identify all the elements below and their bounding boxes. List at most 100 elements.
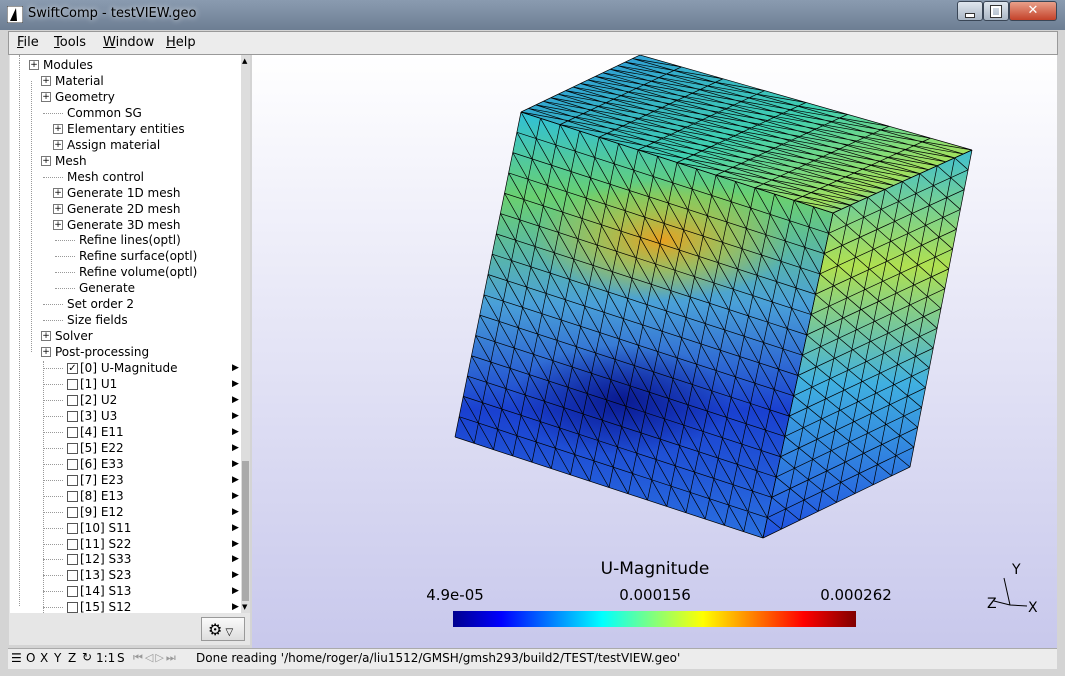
view-menu-arrow[interactable]: ▶ bbox=[232, 426, 239, 437]
view-checkbox[interactable] bbox=[67, 379, 78, 390]
expander[interactable]: + bbox=[41, 347, 51, 358]
view-menu-arrow[interactable]: ▶ bbox=[232, 490, 239, 501]
view-item[interactable]: [10] S11 bbox=[80, 520, 132, 535]
menu-item[interactable]: Window bbox=[103, 35, 155, 50]
view-menu-arrow[interactable]: ▶ bbox=[232, 379, 239, 389]
view-checkbox[interactable] bbox=[67, 458, 78, 470]
animation-controls[interactable]: ⏮◁▷⏭ bbox=[133, 651, 178, 664]
view-checkbox[interactable] bbox=[67, 442, 78, 454]
view-item[interactable]: [6] E33 bbox=[80, 456, 124, 471]
view-item[interactable]: [15] S12 bbox=[80, 600, 132, 613]
tree-item[interactable]: Modules bbox=[43, 58, 93, 72]
expander[interactable]: + bbox=[53, 203, 63, 214]
status-button[interactable]: S bbox=[117, 651, 125, 665]
expander[interactable]: + bbox=[53, 123, 63, 134]
view-item[interactable]: [14] S13 bbox=[80, 584, 132, 599]
view-menu-arrow[interactable]: ▶ bbox=[232, 586, 239, 597]
log-button[interactable]: ☰ bbox=[11, 651, 22, 665]
tree-guide bbox=[55, 240, 75, 242]
view-menu-arrow[interactable]: ▶ bbox=[232, 538, 239, 549]
view-checkbox[interactable] bbox=[67, 490, 78, 502]
expander[interactable]: + bbox=[53, 139, 63, 150]
view-menu-arrow[interactable]: ▶ bbox=[232, 410, 239, 421]
tree-item[interactable]: Generate 1D mesh bbox=[67, 185, 181, 200]
status-button[interactable]: X bbox=[40, 651, 49, 665]
view-menu-arrow[interactable]: ▶ bbox=[232, 522, 239, 533]
view-item[interactable]: [5] E22 bbox=[80, 440, 124, 455]
view-item[interactable]: [8] E13 bbox=[80, 488, 124, 503]
view-menu-arrow[interactable]: ▶ bbox=[232, 474, 239, 485]
status-button[interactable]: O bbox=[26, 651, 36, 665]
view-item[interactable]: [1] U1 bbox=[80, 377, 118, 391]
view-checkbox[interactable] bbox=[67, 506, 78, 518]
expander[interactable]: + bbox=[41, 75, 51, 86]
view-checkbox[interactable] bbox=[67, 410, 78, 422]
view-item[interactable]: [12] S33 bbox=[80, 552, 132, 567]
view-checkbox[interactable]: ✓ bbox=[67, 363, 78, 375]
tree-item[interactable]: Post-processing bbox=[55, 345, 150, 360]
menu-item[interactable]: File bbox=[17, 35, 39, 50]
view-item[interactable]: [9] E12 bbox=[80, 504, 124, 519]
tree-item[interactable]: Assign material bbox=[67, 137, 161, 152]
view-menu-arrow[interactable]: ▶ bbox=[232, 394, 239, 405]
expander[interactable]: + bbox=[41, 331, 51, 342]
tree-item[interactable]: Geometry bbox=[55, 89, 115, 104]
view-checkbox[interactable] bbox=[67, 522, 78, 534]
view-item[interactable]: [13] S23 bbox=[80, 568, 132, 583]
view-checkbox[interactable] bbox=[67, 538, 78, 550]
minimize-button[interactable] bbox=[957, 1, 983, 21]
maximize-button[interactable] bbox=[983, 1, 1009, 21]
view-checkbox[interactable] bbox=[67, 474, 78, 486]
tree-item[interactable]: Generate 2D mesh bbox=[67, 201, 181, 216]
scroll-up[interactable]: ▲ bbox=[242, 57, 248, 65]
view-menu-arrow[interactable]: ▶ bbox=[232, 458, 239, 469]
expander[interactable]: + bbox=[53, 187, 63, 198]
tree-item[interactable]: Refine lines(optl) bbox=[79, 233, 181, 248]
view-checkbox[interactable] bbox=[67, 554, 78, 566]
view-item[interactable]: [3] U3 bbox=[80, 408, 118, 423]
tree-item[interactable]: Refine volume(optl) bbox=[79, 265, 198, 280]
view-checkbox[interactable] bbox=[67, 602, 78, 613]
tree-item[interactable]: Common SG bbox=[67, 105, 142, 120]
view-checkbox[interactable] bbox=[67, 570, 78, 582]
tree-item[interactable]: Material bbox=[55, 73, 104, 88]
tree-item[interactable]: Size fields bbox=[67, 313, 128, 328]
view-item[interactable]: [0] U-Magnitude bbox=[80, 361, 178, 376]
expander[interactable]: + bbox=[41, 155, 51, 166]
view-item[interactable]: [11] S22 bbox=[80, 536, 132, 551]
expander[interactable]: + bbox=[41, 91, 51, 102]
view-checkbox[interactable] bbox=[67, 426, 78, 438]
tree-item[interactable]: Elementary entities bbox=[67, 121, 185, 136]
view-item[interactable]: [2] U2 bbox=[80, 392, 118, 407]
tree-item[interactable]: Solver bbox=[55, 329, 93, 344]
tree-item[interactable]: Generate 3D mesh bbox=[67, 217, 181, 232]
scroll-down[interactable]: ▼ bbox=[242, 603, 248, 611]
tree-item[interactable]: Generate bbox=[79, 281, 136, 296]
tree-item[interactable]: Set order 2 bbox=[67, 297, 134, 312]
close-button[interactable]: ✕ bbox=[1009, 1, 1057, 21]
menu-item[interactable]: Tools bbox=[54, 35, 87, 50]
view-menu-arrow[interactable]: ▶ bbox=[232, 554, 239, 565]
tree-item[interactable]: Mesh control bbox=[67, 169, 145, 184]
status-button[interactable]: Z bbox=[68, 651, 77, 665]
view-menu-arrow[interactable]: ▶ bbox=[232, 442, 239, 453]
tree-item[interactable]: Refine surface(optl) bbox=[79, 249, 198, 264]
scrollbar[interactable]: ▲ ▼ bbox=[241, 55, 250, 613]
scroll-thumb[interactable] bbox=[242, 461, 249, 601]
rotate-icon[interactable]: ↻ bbox=[82, 650, 93, 664]
view-menu-arrow[interactable]: ▶ bbox=[232, 602, 239, 613]
view-menu-arrow[interactable]: ▶ bbox=[232, 363, 239, 374]
status-button[interactable]: Y bbox=[54, 651, 62, 665]
view-item[interactable]: [7] E23 bbox=[80, 472, 124, 487]
view-menu-arrow[interactable]: ▶ bbox=[232, 506, 239, 517]
view-checkbox[interactable] bbox=[67, 394, 78, 406]
expander[interactable]: + bbox=[29, 60, 39, 70]
view-checkbox[interactable] bbox=[67, 586, 78, 598]
tree-item[interactable]: Mesh bbox=[55, 153, 87, 168]
settings-button[interactable]: ⚙ ▽ bbox=[201, 617, 245, 641]
menu-item[interactable]: Help bbox=[166, 35, 196, 50]
view-menu-arrow[interactable]: ▶ bbox=[232, 570, 239, 581]
expander[interactable]: + bbox=[53, 219, 63, 230]
status-button[interactable]: 1:1 bbox=[96, 651, 116, 665]
view-item[interactable]: [4] E11 bbox=[80, 424, 124, 439]
